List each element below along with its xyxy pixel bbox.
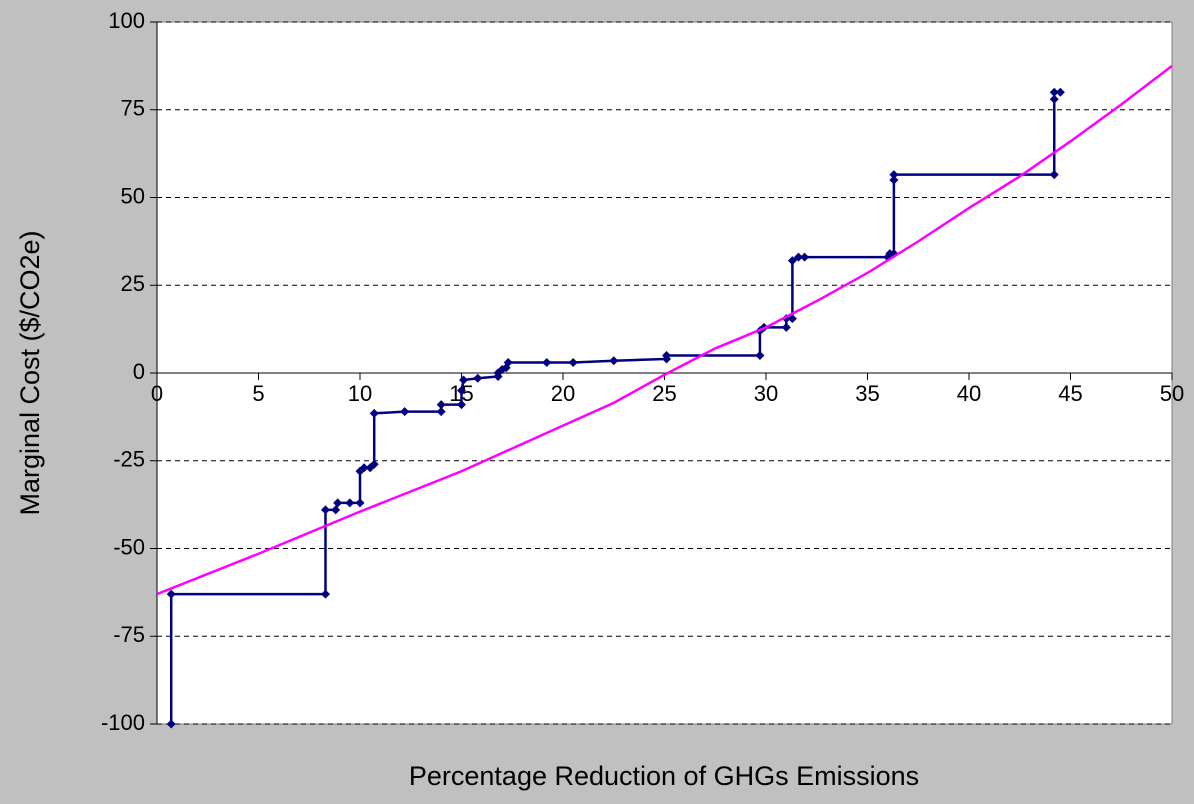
marker	[1055, 87, 1065, 97]
marker	[568, 357, 578, 367]
marker	[320, 505, 330, 515]
y-tick-label: -75	[113, 622, 145, 647]
marker	[436, 400, 446, 410]
marker	[369, 408, 379, 418]
marker	[331, 505, 341, 515]
marker	[166, 719, 176, 729]
marker	[1049, 94, 1059, 104]
marker	[503, 357, 513, 367]
marker	[369, 459, 379, 469]
x-tick-label: 40	[957, 381, 981, 406]
marker	[755, 350, 765, 360]
y-tick-label: -100	[101, 710, 145, 735]
x-tick-label: 10	[348, 381, 372, 406]
marker	[889, 170, 899, 180]
marker	[889, 175, 899, 185]
marker	[473, 373, 483, 383]
y-tick-label: -25	[113, 447, 145, 472]
x-tick-label: 20	[551, 381, 575, 406]
y-tick-label: 0	[133, 359, 145, 384]
marker	[542, 357, 552, 367]
marker	[400, 407, 410, 417]
x-tick-label: 25	[652, 381, 676, 406]
x-tick-label: 0	[151, 381, 163, 406]
marker	[459, 375, 469, 385]
y-tick-label: 75	[121, 96, 145, 121]
x-tick-label: 50	[1160, 381, 1184, 406]
marker	[333, 498, 343, 508]
x-tick-label: 5	[252, 381, 264, 406]
marker	[787, 256, 797, 266]
marker	[345, 498, 355, 508]
y-axis-title: Marginal Cost ($/CO2e)	[15, 230, 45, 515]
marker	[355, 498, 365, 508]
marker	[609, 356, 619, 366]
y-tick-label: 25	[121, 271, 145, 296]
marker	[781, 322, 791, 332]
marker	[787, 314, 797, 324]
y-tick-label: -50	[113, 534, 145, 559]
marker	[166, 589, 176, 599]
marker	[359, 463, 369, 473]
marker	[320, 589, 330, 599]
series-line	[157, 64, 1173, 596]
y-tick-label: 100	[108, 8, 145, 33]
marker	[436, 407, 446, 417]
marker	[457, 400, 466, 410]
marker	[800, 252, 810, 262]
x-axis-title: Percentage Reduction of GHGs Emissions	[409, 761, 919, 791]
x-tick-label: 30	[754, 381, 778, 406]
marker	[457, 386, 466, 396]
marker	[793, 252, 803, 262]
y-tick-label: 50	[121, 183, 145, 208]
x-tick-label: 35	[855, 381, 879, 406]
marker	[1049, 170, 1059, 180]
marker	[662, 350, 672, 360]
x-tick-label: 45	[1058, 381, 1082, 406]
marker	[1049, 87, 1059, 97]
